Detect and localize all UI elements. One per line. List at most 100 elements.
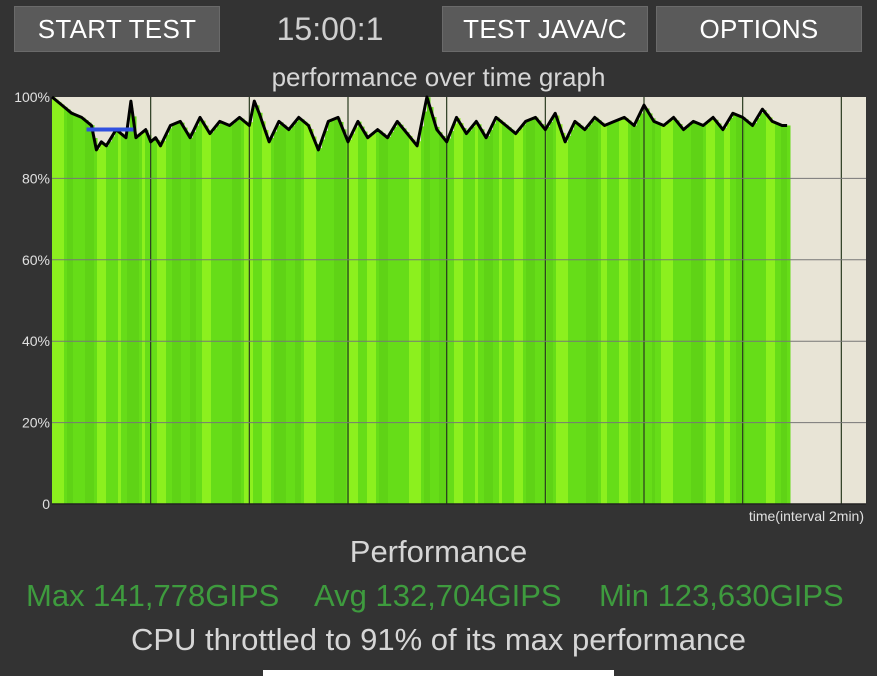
area-stripe — [106, 145, 110, 504]
area-stripe — [208, 130, 212, 505]
area-stripe — [322, 139, 326, 504]
area-stripe — [205, 125, 209, 504]
area-stripe — [316, 143, 320, 504]
area-stripe — [694, 121, 698, 504]
area-stripe — [265, 130, 269, 504]
area-stripe — [367, 136, 371, 505]
area-stripe — [253, 107, 257, 504]
area-stripe — [748, 121, 752, 504]
performance-chart: 0 20% 40% 60% 80% 100% time(interval 2min) — [14, 89, 866, 524]
area-stripe — [244, 121, 248, 504]
y-tick-label: 60% — [22, 252, 50, 268]
area-stripe — [58, 101, 62, 504]
test-java-c-button[interactable]: TEST JAVA/C — [442, 6, 648, 52]
area-stripe — [463, 128, 467, 504]
area-stripe — [778, 123, 782, 504]
area-stripe — [745, 119, 749, 505]
options-button[interactable]: OPTIONS — [656, 6, 862, 52]
area-stripe — [226, 124, 230, 504]
area-stripe — [196, 125, 200, 504]
area-stripe — [574, 123, 578, 504]
area-stripe — [478, 124, 482, 504]
area-stripe — [655, 121, 659, 504]
area-stripe — [604, 125, 608, 505]
timer-display: 15:00:1 — [276, 11, 384, 47]
area-stripe — [610, 123, 614, 505]
area-stripe — [469, 130, 473, 504]
area-stripe — [559, 124, 563, 504]
performance-line — [51, 95, 788, 152]
area-stripe — [706, 123, 710, 505]
area-stripe — [757, 118, 761, 504]
area-stripe — [439, 132, 443, 504]
area-stripe — [181, 122, 185, 504]
area-stripe — [319, 148, 323, 505]
area-stripe — [697, 122, 701, 504]
area-stripe — [487, 135, 491, 504]
area-stripe — [625, 117, 629, 504]
area-stripe — [376, 130, 380, 504]
area-stripe — [151, 141, 155, 504]
area-stripe — [136, 137, 140, 504]
area-stripe — [493, 123, 497, 504]
area-stripe — [52, 97, 56, 504]
area-stripe — [187, 132, 191, 504]
throttle-summary: CPU throttled to 91% of its max performa… — [130, 622, 747, 657]
area-stripe — [628, 120, 632, 505]
area-stripe — [520, 128, 524, 504]
area-stripe — [295, 121, 299, 504]
area-stripe — [652, 118, 656, 504]
area-stripe — [394, 126, 398, 505]
area-stripe — [121, 133, 125, 504]
area-stripe — [598, 120, 602, 504]
area-stripe — [94, 138, 98, 504]
area-stripe — [292, 125, 296, 504]
area-stripe — [538, 120, 542, 505]
area-stripe — [571, 129, 575, 504]
area-stripe — [334, 119, 338, 505]
area-stripe — [289, 129, 293, 504]
area-stripe — [496, 117, 500, 504]
area-stripe — [145, 130, 149, 504]
area-stripe — [772, 121, 776, 504]
area-stripe — [127, 130, 131, 504]
area-stripe — [727, 122, 731, 504]
area-stripe — [85, 120, 89, 504]
area-stripe — [370, 135, 374, 504]
area-stripe — [553, 116, 557, 504]
area-stripe — [760, 113, 764, 505]
area-stripe — [166, 134, 170, 504]
area-stripe — [268, 138, 272, 504]
area-stripe — [361, 126, 365, 504]
area-stripe — [88, 122, 92, 504]
area-stripe — [382, 133, 386, 504]
start-test-button[interactable]: START TEST — [14, 6, 220, 52]
area-stripe — [421, 126, 425, 504]
area-stripe — [709, 120, 713, 504]
area-stripe — [160, 144, 164, 504]
area-stripe — [82, 117, 86, 505]
area-stripe — [766, 113, 770, 504]
area-stripe — [133, 116, 137, 504]
area-stripe — [97, 148, 101, 505]
area-stripe — [403, 128, 407, 504]
area-stripe — [79, 116, 83, 504]
area-stripe — [298, 118, 302, 505]
area-stripe — [769, 117, 773, 504]
area-stripe — [202, 120, 206, 505]
area-stripe — [508, 127, 512, 504]
area-stripe — [157, 140, 161, 504]
area-stripe — [307, 124, 311, 504]
area-stripe — [781, 125, 785, 505]
area-stripe — [331, 120, 335, 505]
area-stripe — [523, 124, 527, 504]
area-stripe — [274, 131, 278, 504]
area-stripe — [448, 138, 452, 504]
area-stripe — [703, 125, 707, 504]
area-stripe — [637, 119, 641, 504]
area-stripe — [418, 141, 422, 504]
area-stripe — [661, 124, 665, 505]
y-tick-label: 40% — [22, 333, 50, 349]
area-stripe — [550, 121, 554, 505]
area-stripe — [283, 124, 287, 505]
